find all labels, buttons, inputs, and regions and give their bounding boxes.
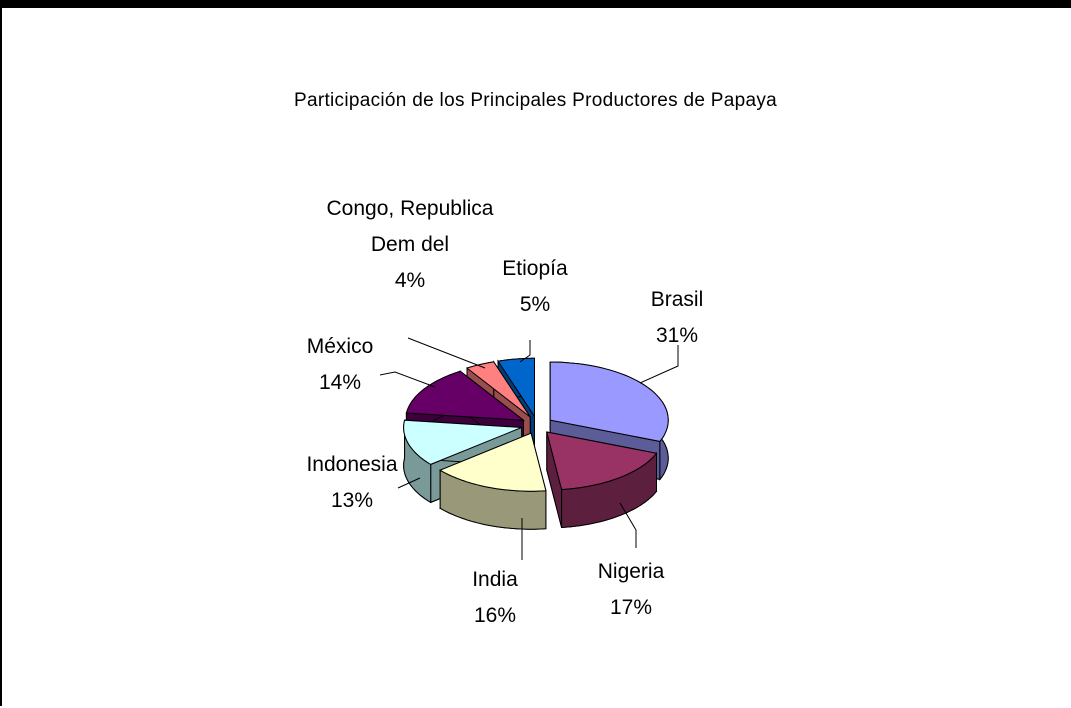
category-label: Nigeria — [597, 560, 665, 583]
leader-line — [379, 371, 436, 388]
slice — [497, 357, 535, 418]
leader-line — [519, 340, 531, 363]
chart-title: Participación de los Principales Product… — [293, 90, 778, 111]
category-label: Brasil — [650, 288, 704, 311]
category-label: Congo, Republica Dem del — [326, 197, 494, 256]
slice-label: Etiopía 5% — [450, 251, 620, 323]
slice-label: Indonesia 13% — [267, 447, 437, 519]
slice — [549, 361, 669, 442]
category-label: Indonesia — [306, 453, 398, 476]
slice-label: Nigeria 17% — [546, 554, 716, 626]
value-label: 31% — [655, 324, 699, 347]
value-label: 17% — [609, 596, 653, 619]
value-label: 5% — [519, 293, 551, 316]
category-label: Etiopía — [502, 257, 568, 280]
leader-line — [407, 337, 486, 369]
value-label: 4% — [394, 269, 426, 292]
slice — [439, 432, 547, 492]
slice-label: Brasil 31% — [592, 282, 762, 354]
category-label: México — [306, 335, 374, 358]
slice — [405, 370, 526, 421]
slice-label: Congo, Republica Dem del 4% — [325, 191, 495, 299]
leader-line — [397, 477, 421, 489]
slice — [465, 361, 531, 418]
slice-label: México 14% — [255, 329, 425, 401]
value-label: 16% — [473, 604, 517, 627]
slice-label: India 16% — [410, 562, 580, 634]
value-label: 13% — [330, 489, 374, 512]
value-label: 14% — [318, 371, 362, 394]
leader-line — [619, 502, 637, 548]
category-label: India — [472, 568, 518, 591]
slice — [403, 419, 522, 465]
leader-line — [639, 345, 679, 384]
slice — [546, 431, 658, 491]
